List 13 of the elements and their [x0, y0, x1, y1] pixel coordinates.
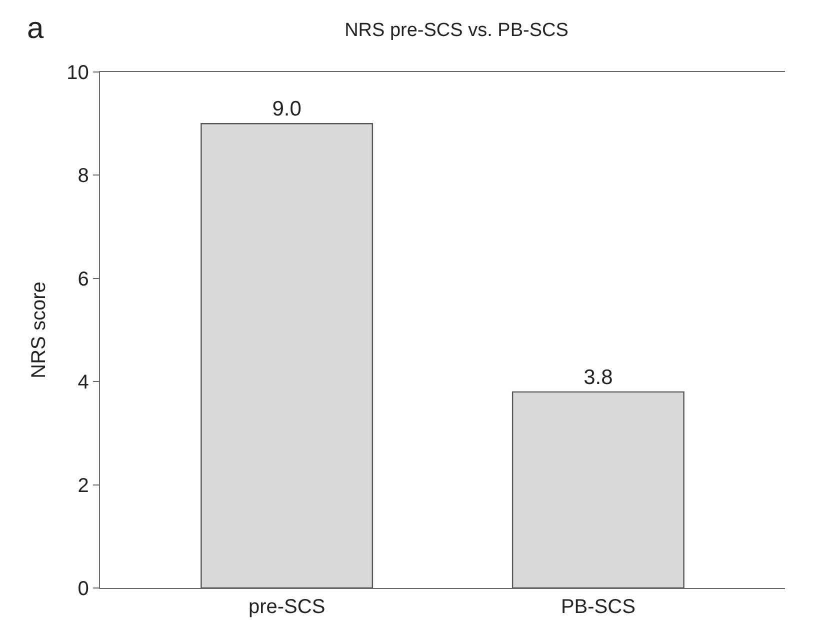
x-tick-label: pre-SCS	[248, 596, 326, 618]
chart-title: NRS pre-SCS vs. PB-SCS	[344, 20, 568, 41]
y-axis-title: NRS score	[28, 282, 50, 378]
data-label: 9.0	[272, 98, 302, 121]
y-tick-label: 6	[78, 268, 89, 290]
y-tick-label: 2	[78, 474, 89, 497]
y-tick-label: 8	[78, 165, 89, 188]
text: a	[27, 12, 44, 45]
y-tick-label: 0	[78, 578, 89, 600]
y-tick-label: 4	[78, 372, 89, 394]
y-tick-label: 10	[66, 62, 89, 84]
data-label: 3.8	[584, 366, 613, 389]
x-tick-label: PB-SCS	[560, 596, 636, 618]
